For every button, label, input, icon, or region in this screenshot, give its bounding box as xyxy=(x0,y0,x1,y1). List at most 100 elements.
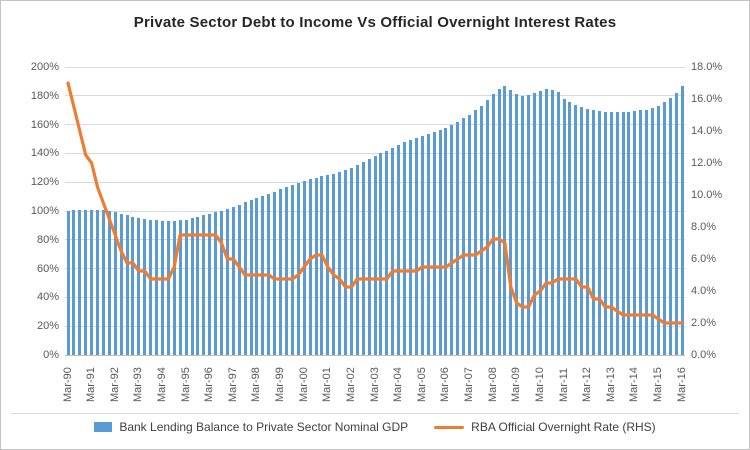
bar xyxy=(385,150,389,355)
bar xyxy=(137,218,141,355)
left-axis-label: 20% xyxy=(36,320,59,333)
right-axis-label: 18.0% xyxy=(691,61,723,73)
right-axis-label: 10.0% xyxy=(691,189,723,201)
bar-series-swatch-icon xyxy=(94,422,113,432)
legend-item-bank-lending: Bank Lending Balance to Private Sector N… xyxy=(94,420,408,434)
legend: Bank Lending Balance to Private Sector N… xyxy=(1,420,749,434)
x-axis-label: Mar-99 xyxy=(274,367,286,402)
bar xyxy=(361,162,365,355)
bar xyxy=(468,114,471,355)
bar xyxy=(338,172,342,355)
left-axis-label: 200% xyxy=(30,61,59,73)
bar xyxy=(84,209,88,355)
left-axis-label: 40% xyxy=(36,291,59,304)
y-axis-left: 0% 20% 40% 60% 80% 100% 120% 140% 160% 180% 200% xyxy=(7,61,59,361)
left-axis-label: 180% xyxy=(30,89,59,102)
x-axis-label: Mar-10 xyxy=(533,367,546,402)
bar xyxy=(462,118,466,355)
bar xyxy=(450,124,454,355)
x-axis-label: Mar-08 xyxy=(486,367,499,402)
x-axis-label: Mar-03 xyxy=(368,367,381,402)
bar xyxy=(178,220,182,355)
plot-area xyxy=(65,66,685,356)
right-axis-label: 16.0% xyxy=(691,93,723,105)
right-axis-label: 8.0% xyxy=(691,221,717,233)
legend-label-bank-lending: Bank Lending Balance to Private Sector N… xyxy=(119,420,409,434)
bar xyxy=(426,134,430,355)
bar xyxy=(580,107,584,355)
x-axis-label: Mar-05 xyxy=(415,367,428,402)
bar xyxy=(320,176,324,355)
bar xyxy=(143,218,147,355)
bar xyxy=(645,109,649,355)
x-axis-label: Mar-06 xyxy=(439,367,452,402)
gridline xyxy=(65,95,685,97)
x-axis-label: Mar-93 xyxy=(132,367,145,402)
bar xyxy=(391,147,395,355)
bar xyxy=(408,139,412,355)
bar xyxy=(131,216,135,355)
bar xyxy=(432,131,436,355)
legend-label-rba-rate: RBA Official Overnight Rate (RHS) xyxy=(471,420,656,434)
bar xyxy=(113,212,117,355)
right-axis-label: 4.0% xyxy=(691,285,717,297)
bar xyxy=(680,86,684,355)
bar xyxy=(249,200,253,355)
left-axis-label: 100% xyxy=(30,205,59,217)
bar xyxy=(284,187,288,355)
bar xyxy=(273,191,277,355)
left-axis-label: 0% xyxy=(43,349,59,361)
bar xyxy=(184,219,188,355)
x-axis-label: Mar-96 xyxy=(203,367,216,402)
bar xyxy=(674,92,678,355)
legend-item-rba-rate: RBA Official Overnight Rate (RHS) xyxy=(434,420,656,434)
bar xyxy=(355,164,359,355)
bar xyxy=(349,167,353,355)
legend-separator xyxy=(11,413,739,414)
bar xyxy=(155,220,158,355)
bar xyxy=(668,98,672,355)
x-axis-label: Mar-07 xyxy=(463,367,475,402)
bar xyxy=(279,189,282,355)
bar xyxy=(196,216,200,355)
x-axis-label: Mar-14 xyxy=(628,367,641,402)
bar xyxy=(367,159,371,355)
x-axis-label: Mar-16 xyxy=(675,367,688,402)
x-axis-label: Mar-11 xyxy=(557,367,570,402)
bar xyxy=(633,110,637,355)
bar xyxy=(296,182,300,355)
bar xyxy=(456,121,460,355)
bar xyxy=(651,108,654,355)
bar xyxy=(527,95,530,355)
x-axis-label: Mar-04 xyxy=(392,367,405,402)
left-axis-label: 140% xyxy=(30,147,59,160)
bar xyxy=(397,144,401,355)
bar xyxy=(237,204,241,355)
bar xyxy=(314,177,318,355)
left-axis-label: 80% xyxy=(36,233,59,246)
bar xyxy=(107,211,111,355)
bar xyxy=(592,110,595,355)
bar xyxy=(586,108,590,355)
gridline xyxy=(65,152,685,154)
bar xyxy=(568,102,572,355)
bar xyxy=(574,105,578,355)
bar xyxy=(220,211,223,355)
bar xyxy=(172,221,176,355)
bar xyxy=(332,173,336,355)
x-axis-label: Mar-97 xyxy=(226,367,239,402)
bar xyxy=(403,141,406,355)
bar xyxy=(627,111,631,355)
bar xyxy=(603,111,607,355)
x-axis-label: Mar-01 xyxy=(321,367,334,402)
line-series-swatch-icon xyxy=(434,425,465,429)
bar xyxy=(202,215,206,355)
bar xyxy=(231,206,235,355)
bar xyxy=(166,221,170,355)
x-axis-label: Mar-95 xyxy=(179,367,192,402)
bar xyxy=(509,90,513,355)
bar xyxy=(485,100,489,355)
gridline xyxy=(65,66,685,68)
bar xyxy=(149,219,153,355)
bar xyxy=(562,98,566,355)
